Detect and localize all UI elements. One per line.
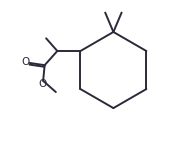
Text: O: O bbox=[22, 57, 30, 67]
Text: O: O bbox=[39, 79, 47, 89]
